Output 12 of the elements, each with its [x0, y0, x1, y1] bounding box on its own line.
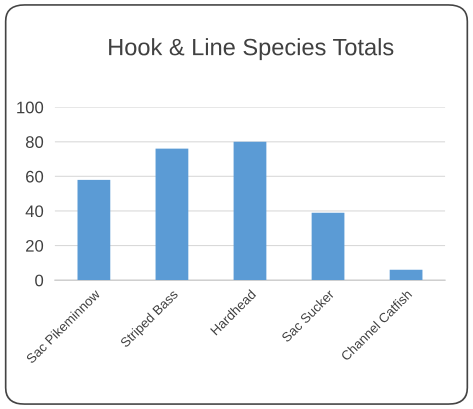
y-tick-label: 0: [35, 274, 44, 286]
y-tick-label: 40: [26, 205, 44, 218]
bar: [234, 142, 266, 280]
bar: [156, 148, 188, 280]
chart-title: Hook & Line Species Totals: [109, 38, 394, 60]
y-tick-label: 20: [26, 240, 44, 252]
y-tick-label: 60: [26, 170, 44, 183]
bar: [78, 180, 110, 280]
bar: [312, 212, 344, 280]
y-tick-label: 100: [17, 102, 44, 114]
y-tick-label: 80: [26, 136, 44, 148]
bar: [390, 270, 422, 280]
